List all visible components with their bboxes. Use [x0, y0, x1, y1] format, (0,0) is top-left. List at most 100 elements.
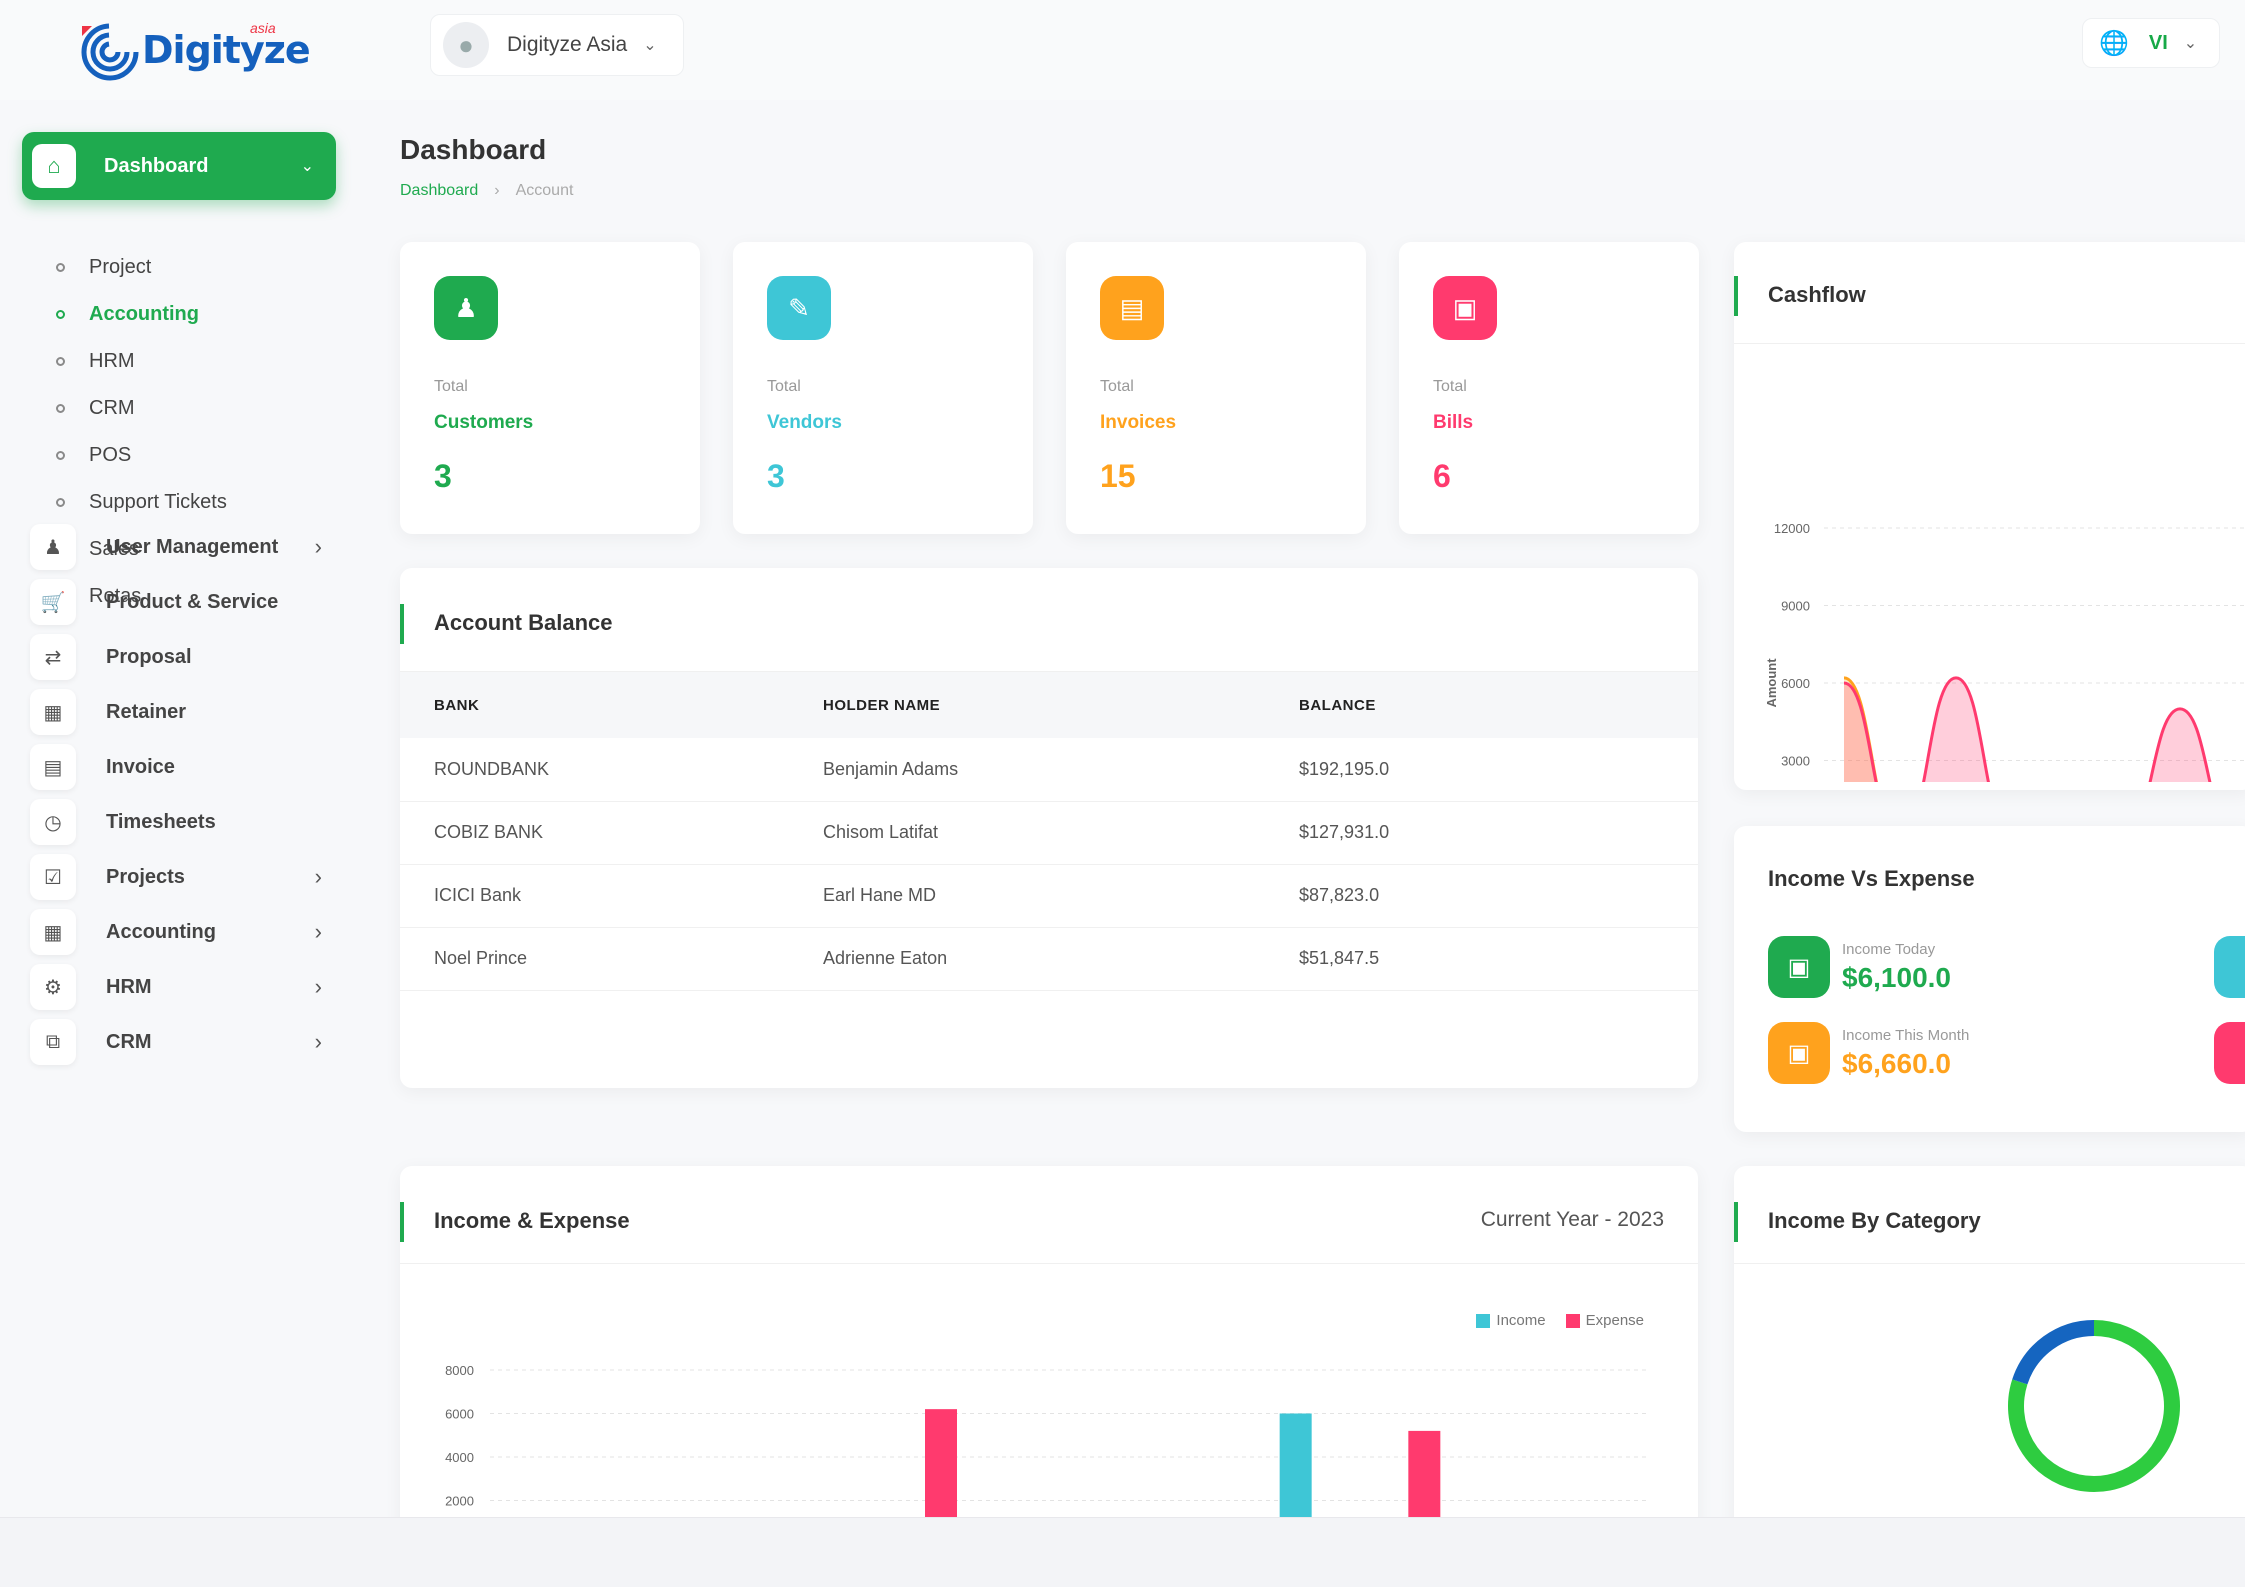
sidebar-item-label: Proposal: [106, 645, 192, 668]
layers-icon: ⧉: [30, 1019, 76, 1065]
holder-name-cell: Earl Hane MD: [823, 864, 1299, 928]
breadcrumb-item-dashboard[interactable]: Dashboard: [400, 182, 479, 199]
sidebar-subitem-crm[interactable]: CRM: [56, 393, 135, 423]
sidebar-item-projects[interactable]: ☑ Projects ›: [30, 852, 330, 902]
income-summary-item: ▣ Income This Month $6,660.0: [1768, 1022, 1969, 1084]
accent-bar: [400, 1202, 404, 1242]
sidebar-item-dashboard[interactable]: ⌂ Dashboard ⌄: [22, 132, 336, 200]
sidebar-item-user-management[interactable]: ♟ User Management ›: [30, 522, 330, 572]
sidebar-subitem-accounting[interactable]: Accounting: [56, 299, 199, 329]
y-tick-label: 3000: [1781, 754, 1810, 769]
checklist-icon: ☑: [30, 854, 76, 900]
sidebar-item-proposal[interactable]: ⇄ Proposal: [30, 632, 330, 682]
sidebar-subitem-project[interactable]: Project: [56, 252, 151, 282]
swap-icon: ⇄: [30, 634, 76, 680]
bullet-icon: [56, 356, 65, 366]
income-expense-card: Income & Expense Current Year - 2023 Inc…: [400, 1166, 1698, 1517]
sidebar-item-invoice[interactable]: ▤ Invoice: [30, 742, 330, 792]
table-row[interactable]: ICICI Bank Earl Hane MD $87,823.0: [400, 864, 1698, 928]
y-tick-label: 6000: [1781, 676, 1810, 691]
sidebar-item-crm[interactable]: ⧉ CRM ›: [30, 1017, 330, 1067]
org-icon: ⚙: [30, 964, 76, 1010]
bullet-icon: [56, 450, 65, 460]
table-row[interactable]: Noel Prince Adrienne Eaton $51,847.5: [400, 927, 1698, 991]
company-name: Digityze Asia: [507, 33, 628, 56]
wallet-icon: ▣: [1768, 936, 1830, 998]
page-title: Dashboard: [400, 134, 547, 165]
chevron-right-icon: ›: [314, 919, 322, 944]
stat-caption: Total: [434, 378, 468, 395]
chevron-right-icon: ›: [314, 534, 322, 559]
stat-card-invoices[interactable]: ▤ Total Invoices 15: [1066, 242, 1366, 534]
chevron-down-icon: ⌄: [300, 158, 314, 175]
cart-icon: 🛒: [30, 579, 76, 625]
balance-cell: $192,195.0: [1299, 738, 1698, 802]
stat-label: Vendors: [767, 412, 842, 433]
logo-suffix: asia: [250, 20, 276, 36]
stat-caption: Total: [1100, 378, 1134, 395]
company-switcher[interactable]: ● Digityze Asia ⌄: [430, 14, 684, 76]
cashflow-chart: 030006000900012000Amount16-May15-May14-M…: [1764, 521, 2245, 782]
stat-card-bills[interactable]: ▣ Total Bills 6: [1399, 242, 1699, 534]
bank-cell: COBIZ BANK: [400, 801, 823, 865]
stat-card-vendors[interactable]: ✎ Total Vendors 3: [733, 242, 1033, 534]
income-summary-label: Income This Month: [1842, 1026, 1970, 1044]
file-icon: ▤: [30, 744, 76, 790]
pie-slice: [2012, 1320, 2095, 1385]
stat-card-customers[interactable]: ♟ Total Customers 3: [400, 242, 700, 534]
column-header-balance[interactable]: BALANCE: [1299, 672, 1698, 738]
chart-legend: Income Expense: [1476, 1312, 1644, 1329]
table-row[interactable]: ROUNDBANK Benjamin Adams $192,195.0: [400, 738, 1698, 802]
logo[interactable]: Digityze asia: [78, 18, 311, 84]
sidebar-item-label: Invoice: [106, 755, 175, 778]
chevron-right-icon: ›: [494, 182, 500, 199]
home-icon: ⌂: [32, 144, 76, 188]
sidebar-subitem-hrm[interactable]: HRM: [56, 346, 135, 376]
account-balance-table: BANK HOLDER NAME BALANCE ROUNDBANK Benjam…: [400, 672, 1698, 991]
legend-item-expense[interactable]: Expense: [1565, 1312, 1644, 1329]
grid-icon: ▦: [30, 909, 76, 955]
bar-expense: [1408, 1430, 1441, 1517]
income-by-category-card: Income By Category: [1734, 1166, 2245, 1517]
sidebar-item-label: Timesheets: [106, 810, 216, 833]
stat-label: Bills: [1433, 412, 1474, 433]
sidebar-subitem-label: Rotas: [89, 584, 142, 607]
sidebar-item-product-service[interactable]: 🛒 Product & Service: [30, 577, 330, 627]
calendar-icon: ▦: [30, 689, 76, 735]
chevron-down-icon: ⌄: [2183, 35, 2198, 52]
sidebar-item-accounting[interactable]: ▦ Accounting ›: [30, 907, 330, 957]
sidebar-item-timesheets[interactable]: ◷ Timesheets: [30, 797, 330, 847]
account-balance-card: Account Balance BANK HOLDER NAME BALANCE…: [400, 568, 1698, 1088]
stat-caption: Total: [767, 378, 801, 395]
bullet-icon: [56, 262, 65, 272]
language-switcher[interactable]: 🌐 VI ⌄: [2082, 18, 2220, 68]
y-axis-label: Amount: [1764, 658, 1779, 708]
income-vs-expense-card: Income Vs Expense ▣ Income Today $6,100.0 ▣…: [1734, 826, 2245, 1132]
y-tick-label: 4000: [445, 1450, 474, 1465]
app-viewport: Digityze asia ● Digityze Asia ⌄ 🌐 VI ⌄ ⌂…: [22, 14, 2245, 1517]
wallet-icon: ▣: [1768, 1022, 1830, 1084]
globe-icon: 🌐: [2099, 29, 2129, 57]
income-summary-value: $6,660.0: [1842, 1047, 1951, 1079]
sidebar-item-label: Projects: [106, 865, 185, 888]
sidebar-subitem-label: Project: [89, 255, 152, 278]
accent-bar: [400, 604, 404, 644]
sidebar-item-retainer[interactable]: ▦ Retainer: [30, 687, 330, 737]
breadcrumb: Dashboard › Account: [400, 182, 573, 200]
chevron-right-icon: ›: [314, 1029, 322, 1054]
column-header-bank[interactable]: BANK: [400, 672, 823, 738]
accent-bar: [1734, 276, 1738, 316]
balance-cell: $87,823.0: [1299, 864, 1698, 928]
sidebar-subitem-support-tickets[interactable]: Support Tickets: [56, 487, 227, 517]
income-summary-text: Income This Month $6,660.0: [1842, 1027, 1969, 1080]
sidebar-item-hrm[interactable]: ⚙ HRM ›: [30, 962, 330, 1012]
legend-item-income[interactable]: Income: [1476, 1312, 1546, 1329]
sidebar-subitem-pos[interactable]: POS: [56, 440, 131, 470]
user-avatar-icon: ●: [443, 22, 489, 68]
table-row[interactable]: COBIZ BANK Chisom Latifat $127,931.0: [400, 801, 1698, 865]
column-header-holder-name[interactable]: HOLDER NAME: [823, 672, 1299, 738]
stat-value: 15: [1100, 458, 1136, 494]
y-tick-label: 12000: [1774, 521, 1810, 536]
cashflow-card: Cashflow 030006000900012000Amount16-May1…: [1734, 242, 2245, 790]
y-tick-label: 8000: [445, 1363, 474, 1378]
